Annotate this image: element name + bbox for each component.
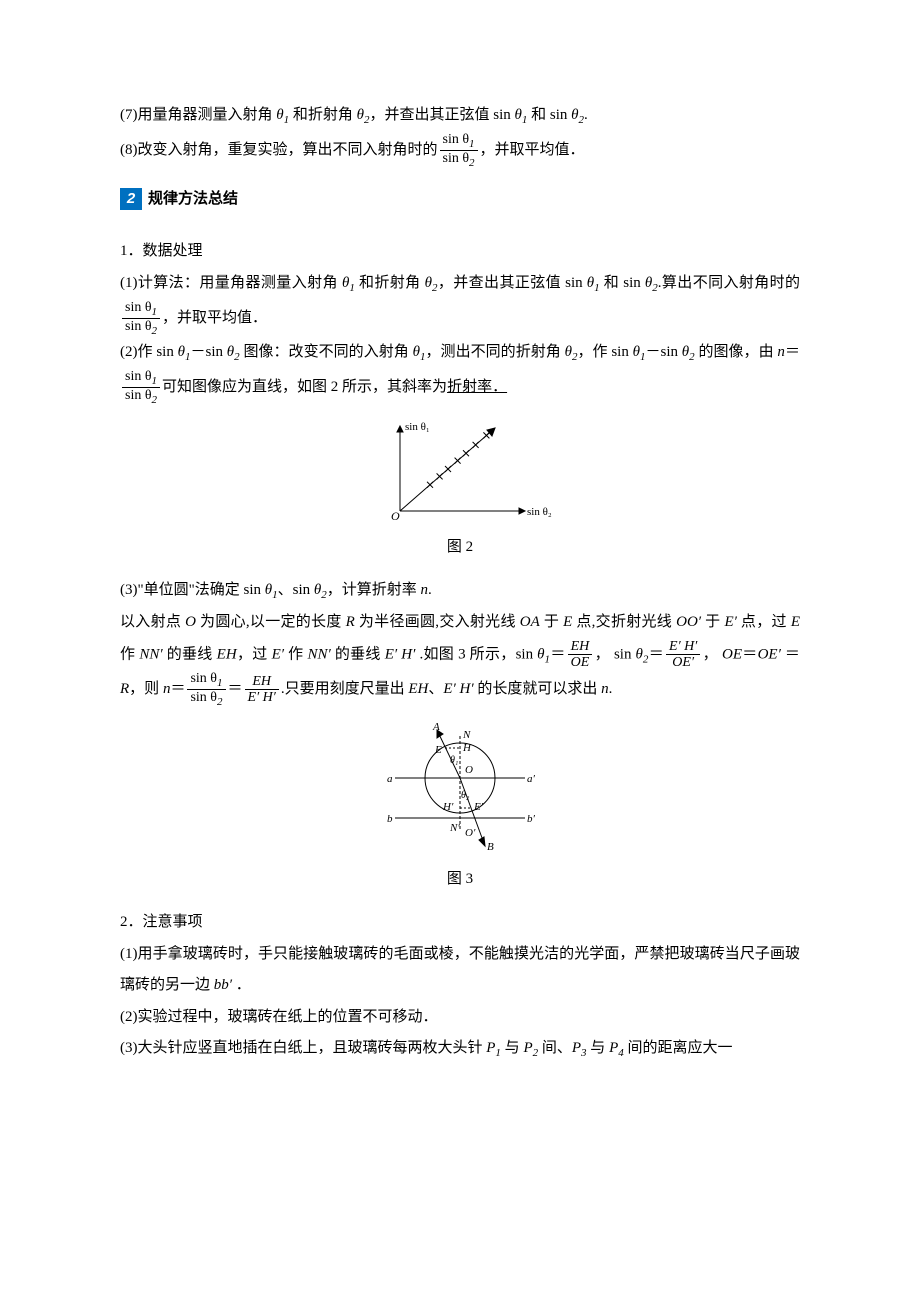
- step-8: (8)改变入射角，重复实验，算出不同入射角时的sin θ1sin θ2，并取平均…: [120, 132, 800, 169]
- scatter-plot-icon: sin θ₁ sin θ₂ O: [365, 416, 555, 526]
- svg-text:a′: a′: [527, 773, 536, 785]
- theta: θ: [276, 107, 283, 123]
- svg-text:b: b: [387, 813, 393, 825]
- y-axis-label: sin θ₁: [405, 421, 430, 433]
- data-method-3: (3)"单位圆"法确定 sin θ1、sin θ2，计算折射率 n.: [120, 575, 800, 607]
- section-header: 2 规律方法总结: [120, 183, 238, 215]
- svg-text:N: N: [462, 729, 471, 741]
- svg-text:H: H: [462, 742, 472, 754]
- text: ，并查出其正弦值 sin: [370, 107, 515, 123]
- unit-circle-diagram-icon: A N E H θ₁ O a a′ H′ θ₂ E′ b b′ N′ O′ B: [365, 718, 555, 858]
- svg-text:O′: O′: [465, 827, 476, 839]
- svg-text:θ₁: θ₁: [450, 755, 458, 766]
- data-method-1: (1)计算法：用量角器测量入射角 θ1 和折射角 θ2，并查出其正弦值 sin …: [120, 268, 800, 337]
- note-2: (2)实验过程中，玻璃砖在纸上的位置不可移动．: [120, 1002, 800, 1034]
- section-number-box: 2: [120, 188, 142, 210]
- note-1: (1)用手拿玻璃砖时，手只能接触玻璃砖的毛面或棱，不能触摸光洁的光学面，严禁把玻…: [120, 939, 800, 1002]
- svg-text:B: B: [487, 841, 494, 853]
- text: ，并取平均值．: [480, 142, 585, 158]
- theta: θ: [515, 107, 522, 123]
- text: (7)用量角器测量入射角: [120, 107, 276, 123]
- data-method-2: (2)作 sin θ1－sin θ2 图像：改变不同的入射角 θ1，测出不同的折…: [120, 337, 800, 406]
- figure-3: A N E H θ₁ O a a′ H′ θ₂ E′ b b′ N′ O′ B: [120, 718, 800, 858]
- heading-2: 2．注意事项: [120, 907, 800, 939]
- theta: θ: [571, 107, 578, 123]
- note-3: (3)大头针应竖直地插在白纸上，且玻璃砖每两枚大头针 P1 与 P2 间、P3 …: [120, 1033, 800, 1065]
- svg-text:a: a: [387, 773, 393, 785]
- underlined-text: 折射率．: [447, 379, 507, 395]
- svg-text:H′: H′: [442, 801, 454, 813]
- svg-text:A: A: [432, 721, 440, 733]
- fraction: sin θ1sin θ2: [122, 369, 160, 406]
- svg-text:N′: N′: [449, 822, 460, 834]
- text: (8)改变入射角，重复实验，算出不同入射角时的: [120, 142, 438, 158]
- figure-3-caption: 图 3: [120, 864, 800, 896]
- fraction: sin θ1sin θ2: [440, 132, 478, 169]
- heading-1: 1．数据处理: [120, 236, 800, 268]
- figure-2-caption: 图 2: [120, 532, 800, 564]
- x-axis-label: sin θ₂: [527, 506, 552, 518]
- text: 和 sin: [527, 107, 571, 123]
- fraction: EHOE: [568, 639, 593, 671]
- fraction: sin θ1sin θ2: [122, 300, 160, 337]
- svg-text:E′: E′: [473, 801, 484, 813]
- origin-label: O: [391, 509, 400, 523]
- figure-2: sin θ₁ sin θ₂ O: [120, 416, 800, 526]
- svg-text:E: E: [434, 744, 442, 756]
- step-7: (7)用量角器测量入射角 θ1 和折射角 θ2，并查出其正弦值 sin θ1 和…: [120, 100, 800, 132]
- svg-text:b′: b′: [527, 813, 536, 825]
- theta: θ: [357, 107, 364, 123]
- svg-text:O: O: [465, 764, 473, 776]
- fraction: E′ H′OE′: [666, 639, 700, 671]
- text: 和折射角: [289, 107, 357, 123]
- section-title: 规律方法总结: [148, 183, 238, 215]
- fraction: sin θ1sin θ2: [187, 671, 225, 708]
- text: .: [584, 107, 588, 123]
- data-method-3-body: 以入射点 O 为圆心,以一定的长度 R 为半径画圆,交入射光线 OA 于 E 点…: [120, 607, 800, 708]
- fraction: EHE′ H′: [245, 674, 279, 706]
- svg-text:θ₂: θ₂: [461, 790, 470, 801]
